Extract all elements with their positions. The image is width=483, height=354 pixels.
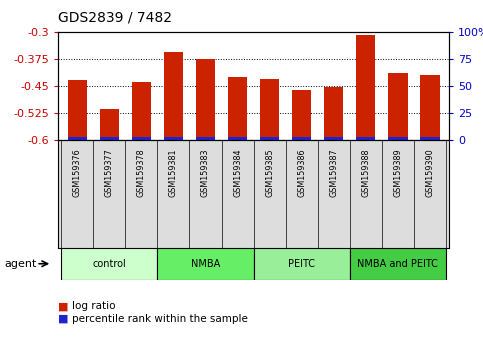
Text: ■: ■ bbox=[58, 314, 69, 324]
Bar bbox=[196, 137, 215, 140]
Text: GSM159385: GSM159385 bbox=[265, 148, 274, 197]
Bar bbox=[254, 248, 350, 280]
Bar bbox=[420, 75, 440, 140]
Bar bbox=[68, 80, 87, 140]
Text: percentile rank within the sample: percentile rank within the sample bbox=[72, 314, 248, 324]
Bar bbox=[99, 109, 119, 140]
Text: GSM159384: GSM159384 bbox=[233, 148, 242, 197]
Bar bbox=[324, 137, 343, 140]
Bar bbox=[164, 52, 183, 140]
Bar bbox=[228, 77, 247, 140]
Bar bbox=[324, 87, 343, 140]
Bar bbox=[388, 137, 408, 140]
Bar bbox=[350, 248, 446, 280]
Bar bbox=[292, 90, 312, 140]
Bar bbox=[164, 137, 183, 140]
Bar bbox=[99, 137, 119, 140]
Bar bbox=[68, 137, 87, 140]
Bar bbox=[420, 137, 440, 140]
Text: GSM159378: GSM159378 bbox=[137, 148, 146, 197]
Text: PEITC: PEITC bbox=[288, 259, 315, 269]
Bar bbox=[132, 81, 151, 140]
Bar bbox=[388, 73, 408, 140]
Bar bbox=[132, 137, 151, 140]
Text: agent: agent bbox=[5, 259, 37, 269]
Text: GSM159386: GSM159386 bbox=[297, 148, 306, 197]
Bar bbox=[196, 59, 215, 140]
Bar bbox=[356, 137, 375, 140]
Bar bbox=[356, 35, 375, 140]
Bar bbox=[260, 79, 279, 140]
Text: GSM159388: GSM159388 bbox=[361, 148, 370, 197]
Text: GDS2839 / 7482: GDS2839 / 7482 bbox=[58, 11, 172, 25]
Text: ■: ■ bbox=[58, 301, 69, 311]
Text: log ratio: log ratio bbox=[72, 301, 116, 311]
Text: GSM159390: GSM159390 bbox=[426, 148, 434, 197]
Text: GSM159376: GSM159376 bbox=[73, 148, 82, 197]
Text: NMBA: NMBA bbox=[191, 259, 220, 269]
Bar bbox=[228, 137, 247, 140]
Text: NMBA and PEITC: NMBA and PEITC bbox=[357, 259, 438, 269]
Text: control: control bbox=[92, 259, 126, 269]
Bar bbox=[61, 248, 157, 280]
Text: GSM159387: GSM159387 bbox=[329, 148, 338, 197]
Bar bbox=[157, 248, 254, 280]
Text: GSM159389: GSM159389 bbox=[393, 148, 402, 197]
Text: GSM159377: GSM159377 bbox=[105, 148, 114, 197]
Bar bbox=[292, 137, 312, 140]
Bar bbox=[260, 137, 279, 140]
Text: GSM159383: GSM159383 bbox=[201, 148, 210, 197]
Text: GSM159381: GSM159381 bbox=[169, 148, 178, 197]
